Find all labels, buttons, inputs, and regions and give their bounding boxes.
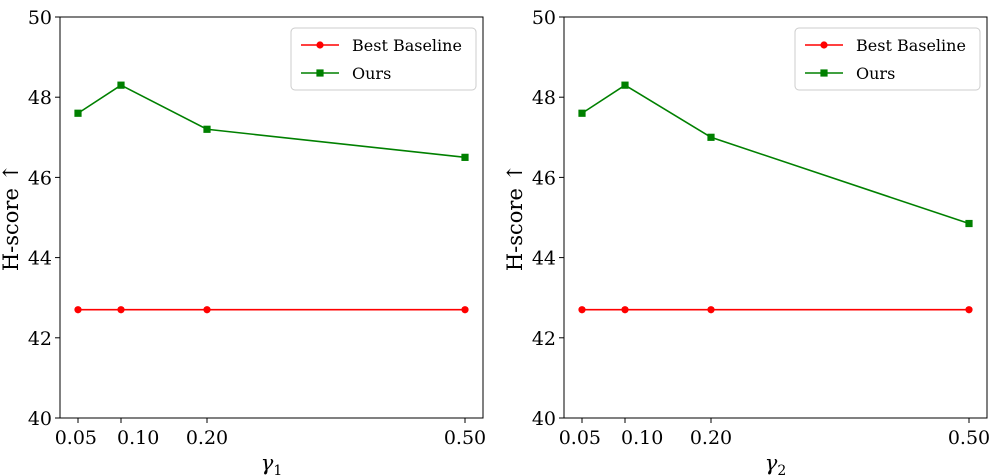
- x-tick-label: 0.20: [690, 427, 732, 449]
- x-axis-label-symbol: γ: [765, 451, 778, 475]
- x-axis-label: γ2: [765, 451, 786, 475]
- legend-label: Ours: [856, 64, 895, 83]
- legend-marker: [820, 69, 828, 77]
- y-axis-label: H-score ↑: [503, 164, 527, 271]
- legend: Best Baseline Ours: [290, 27, 477, 91]
- x-axis-label-subscript: 1: [273, 463, 282, 475]
- series-ours: [578, 81, 973, 228]
- data-point: [707, 133, 715, 141]
- x-axis-label: γ1: [261, 451, 282, 475]
- data-point: [117, 81, 125, 89]
- y-axis-label: H-score ↑: [0, 164, 23, 271]
- axes-frame: [59, 16, 484, 419]
- x-axis-label-subscript: 2: [777, 463, 786, 475]
- legend: Best Baseline Ours: [794, 27, 981, 91]
- data-point: [74, 109, 82, 117]
- data-point: [74, 306, 82, 314]
- data-point: [621, 306, 629, 314]
- series-best-baseline: [74, 306, 469, 314]
- y-tick-label: 48: [28, 87, 52, 109]
- x-axis-label-symbol: γ: [261, 451, 274, 475]
- x-tick-label: 0.20: [186, 427, 228, 449]
- y-tick-label: 46: [28, 167, 52, 189]
- legend-box: [290, 27, 477, 91]
- legend-label: Best Baseline: [856, 36, 966, 55]
- data-point: [621, 81, 629, 89]
- y-tick-label: 50: [532, 7, 556, 29]
- x-tick-label: 0.05: [559, 427, 601, 449]
- chart-panel-1: 40 42 44 46 48 50 0.05 0.10 0.20 0.50 H-score ↑ γ1 B…: [0, 7, 486, 475]
- y-tick-label: 44: [28, 248, 52, 270]
- x-tick-label: 0.05: [55, 427, 97, 449]
- legend-label: Best Baseline: [352, 36, 462, 55]
- series-ours: [74, 81, 469, 161]
- y-tick-label: 48: [532, 87, 556, 109]
- legend-marker: [316, 41, 324, 49]
- legend-box: [794, 27, 981, 91]
- x-tick-label: 0.50: [948, 427, 990, 449]
- data-point: [461, 306, 469, 314]
- data-point: [117, 306, 125, 314]
- data-point: [578, 109, 586, 117]
- y-tick-label: 50: [28, 7, 52, 29]
- series-best-baseline: [578, 306, 973, 314]
- chart-panel-2: 40 42 44 46 48 50 0.05 0.10 0.20 0.50 H-score ↑ γ2 B…: [503, 7, 990, 475]
- y-tick-label: 40: [28, 408, 52, 430]
- data-point: [965, 306, 973, 314]
- series-line: [77, 84, 466, 159]
- data-point: [578, 306, 586, 314]
- legend-marker: [820, 41, 828, 49]
- axes-frame: [563, 16, 988, 419]
- y-tick-label: 42: [532, 328, 556, 350]
- data-point: [203, 306, 211, 314]
- x-tick-label: 0.10: [621, 427, 663, 449]
- y-tick-label: 46: [532, 167, 556, 189]
- data-point: [707, 306, 715, 314]
- x-tick-label: 0.10: [117, 427, 159, 449]
- data-point: [461, 153, 469, 161]
- legend-label: Ours: [352, 64, 391, 83]
- x-tick-label: 0.50: [444, 427, 486, 449]
- y-tick-label: 44: [532, 248, 556, 270]
- legend-marker: [316, 69, 324, 77]
- series-line: [581, 84, 970, 225]
- y-tick-label: 42: [28, 328, 52, 350]
- y-tick-label: 40: [532, 408, 556, 430]
- data-point: [203, 125, 211, 133]
- data-point: [965, 219, 973, 228]
